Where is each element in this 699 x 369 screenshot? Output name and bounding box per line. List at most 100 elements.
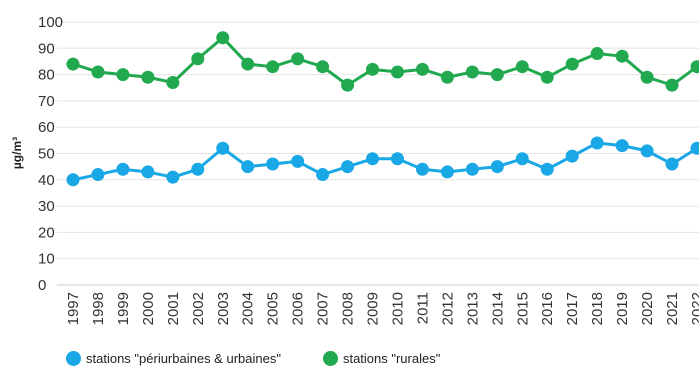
data-point[interactable] (166, 170, 180, 184)
data-point[interactable] (216, 31, 230, 45)
series-lines (72, 36, 698, 182)
data-point[interactable] (266, 60, 280, 74)
x-tick-label: 2001 (165, 292, 182, 325)
grid-lines (57, 21, 699, 286)
data-point[interactable] (465, 162, 479, 176)
data-point[interactable] (515, 60, 529, 74)
data-point[interactable] (590, 47, 604, 61)
data-point[interactable] (540, 162, 554, 176)
y-axis-label: µg/m³ (10, 137, 24, 169)
x-tick-label: 2010 (389, 292, 406, 325)
x-tick-label: 1998 (90, 292, 107, 325)
x-tick-label: 2015 (514, 292, 531, 325)
data-point[interactable] (590, 136, 604, 150)
data-point[interactable] (66, 173, 80, 187)
x-tick-label: 2000 (140, 292, 157, 325)
data-point[interactable] (415, 62, 429, 76)
x-tick-label: 1997 (65, 292, 82, 325)
data-point[interactable] (91, 168, 105, 182)
data-point[interactable] (116, 162, 130, 176)
y-tick-label: 40 (38, 172, 55, 189)
data-point[interactable] (316, 168, 330, 182)
data-point[interactable] (241, 160, 255, 174)
data-point[interactable] (341, 160, 355, 174)
y-tick-label: 70 (38, 93, 55, 110)
y-tick-label: 50 (38, 146, 55, 163)
data-point[interactable] (141, 165, 155, 179)
x-tick-label: 2017 (564, 292, 581, 325)
data-point[interactable] (191, 162, 205, 176)
x-tick-label: 2014 (489, 292, 506, 325)
x-tick-label: 2020 (639, 292, 656, 325)
x-tick-label: 2002 (190, 292, 207, 325)
y-axis-ticks: 0 10 20 30 40 50 60 70 80 90 100 (38, 14, 63, 294)
x-tick-label: 2005 (265, 292, 282, 325)
y-tick-label: 90 (38, 40, 55, 57)
data-point[interactable] (465, 65, 479, 79)
x-tick-label: 2016 (539, 292, 556, 325)
x-tick-label: 2021 (664, 292, 681, 325)
data-point[interactable] (690, 60, 699, 74)
data-point[interactable] (141, 70, 155, 84)
data-point[interactable] (665, 78, 679, 92)
x-tick-label: 2003 (215, 292, 232, 325)
x-tick-label: 2018 (589, 292, 606, 325)
data-point[interactable] (440, 70, 454, 84)
legend: stations "périurbaines & urbaines" stati… (66, 351, 482, 366)
data-point[interactable] (540, 70, 554, 84)
data-point[interactable] (490, 160, 504, 174)
data-point[interactable] (291, 154, 305, 168)
data-point[interactable] (565, 57, 579, 71)
data-point[interactable] (515, 152, 529, 166)
data-point[interactable] (390, 65, 404, 79)
data-point[interactable] (440, 165, 454, 179)
legend-label-periurban: stations "périurbaines & urbaines" (86, 351, 281, 366)
legend-label-rural: stations "rurales" (342, 351, 441, 366)
data-point[interactable] (291, 52, 305, 66)
x-tick-label: 2013 (464, 292, 481, 325)
data-point[interactable] (66, 57, 80, 71)
legend-item-periurban[interactable]: stations "périurbaines & urbaines" (66, 351, 281, 366)
x-tick-label: 2004 (240, 292, 257, 325)
y-tick-label: 20 (38, 224, 55, 241)
x-tick-label: 2022 (689, 292, 699, 325)
data-point[interactable] (640, 70, 654, 84)
series-line-0 (72, 141, 698, 182)
x-tick-label: 1999 (115, 292, 132, 325)
data-point[interactable] (241, 57, 255, 71)
data-point[interactable] (216, 141, 230, 155)
y-tick-label: 30 (38, 198, 55, 215)
data-point[interactable] (640, 144, 654, 158)
data-point[interactable] (316, 60, 330, 74)
data-point[interactable] (415, 162, 429, 176)
data-point[interactable] (615, 49, 629, 63)
x-tick-label: 2009 (365, 292, 382, 325)
data-point[interactable] (341, 78, 355, 92)
data-point[interactable] (615, 139, 629, 153)
y-tick-label: 60 (38, 119, 55, 136)
data-point[interactable] (390, 152, 404, 166)
series-line-1 (72, 36, 698, 87)
x-tick-label: 2007 (315, 292, 332, 325)
data-point[interactable] (91, 65, 105, 79)
legend-item-rural[interactable]: stations "rurales" (322, 351, 441, 366)
data-point[interactable] (191, 52, 205, 66)
x-tick-label: 2019 (614, 292, 631, 325)
data-point[interactable] (490, 68, 504, 82)
legend-swatch-periurban (66, 351, 81, 366)
x-tick-label: 2006 (290, 292, 307, 325)
data-point[interactable] (266, 157, 280, 171)
x-tick-label: 2012 (439, 292, 456, 325)
data-point[interactable] (366, 62, 380, 76)
data-point[interactable] (116, 68, 130, 82)
data-point[interactable] (690, 141, 699, 155)
data-point[interactable] (565, 149, 579, 163)
data-point[interactable] (366, 152, 380, 166)
x-tick-label: 2011 (414, 292, 431, 324)
y-tick-label: 10 (38, 251, 55, 268)
series-points (66, 31, 699, 187)
data-point[interactable] (665, 157, 679, 171)
x-tick-label: 2008 (340, 292, 357, 325)
data-point[interactable] (166, 75, 180, 89)
